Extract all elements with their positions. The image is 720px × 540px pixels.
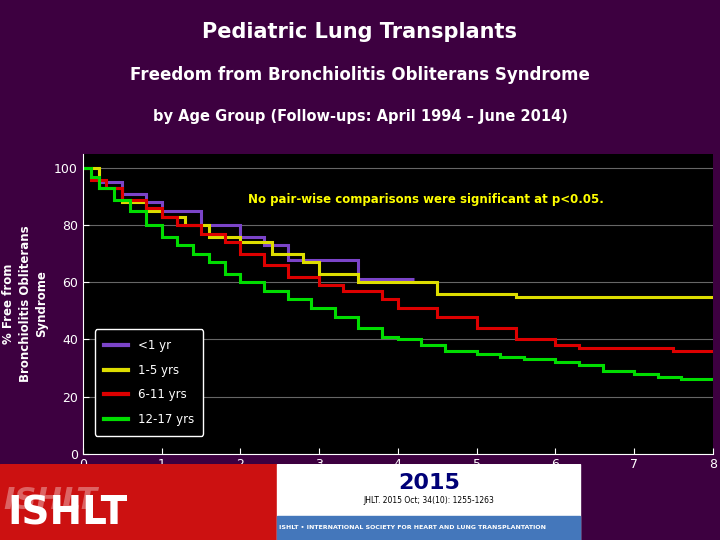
Text: ISHLT • INTERNATIONAL SOCIETY FOR HEART AND LUNG TRANSPLANTATION: ISHLT • INTERNATIONAL SOCIETY FOR HEART …	[279, 525, 546, 530]
Text: No pair-wise comparisons were significant at p<0.05.: No pair-wise comparisons were significan…	[248, 193, 604, 206]
Text: 2015: 2015	[398, 474, 460, 494]
Text: Pediatric Lung Transplants: Pediatric Lung Transplants	[202, 22, 518, 42]
Text: ISHLT: ISHLT	[4, 485, 98, 515]
Text: ISHLT: ISHLT	[7, 495, 127, 532]
Legend: <1 yr, 1-5 yrs, 6-11 yrs, 12-17 yrs: <1 yr, 1-5 yrs, 6-11 yrs, 12-17 yrs	[95, 329, 203, 436]
Bar	[0, 464, 277, 540]
Text: Freedom from Bronchiolitis Obliterans Syndrome: Freedom from Bronchiolitis Obliterans Sy…	[130, 65, 590, 84]
Y-axis label: % Free from
Bronchiolitis Obliterans
Syndrome: % Free from Bronchiolitis Obliterans Syn…	[1, 225, 48, 382]
Bar	[277, 516, 580, 540]
X-axis label: Years: Years	[374, 476, 421, 491]
Text: JHLT. 2015 Oct; 34(10): 1255-1263: JHLT. 2015 Oct; 34(10): 1255-1263	[364, 496, 495, 505]
Text: by Age Group (Follow-ups: April 1994 – June 2014): by Age Group (Follow-ups: April 1994 – J…	[153, 109, 567, 124]
Bar	[277, 464, 580, 540]
